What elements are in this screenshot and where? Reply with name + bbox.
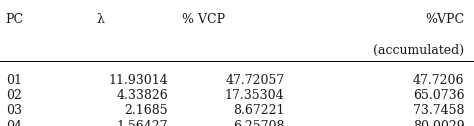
Text: 02: 02 xyxy=(6,89,21,102)
Text: 04: 04 xyxy=(6,120,22,126)
Text: PC: PC xyxy=(6,13,24,26)
Text: λ: λ xyxy=(96,13,104,26)
Text: 11.93014: 11.93014 xyxy=(109,73,168,87)
Text: (accumulated): (accumulated) xyxy=(374,44,465,57)
Text: 8.67221: 8.67221 xyxy=(233,104,284,117)
Text: 03: 03 xyxy=(6,104,22,117)
Text: 01: 01 xyxy=(6,73,22,87)
Text: 47.7206: 47.7206 xyxy=(413,73,465,87)
Text: 2.1685: 2.1685 xyxy=(125,104,168,117)
Text: %VPC: %VPC xyxy=(425,13,465,26)
Text: 17.35304: 17.35304 xyxy=(225,89,284,102)
Text: 4.33826: 4.33826 xyxy=(117,89,168,102)
Text: 1.56427: 1.56427 xyxy=(117,120,168,126)
Text: 65.0736: 65.0736 xyxy=(413,89,465,102)
Text: 6.25708: 6.25708 xyxy=(233,120,284,126)
Text: 47.72057: 47.72057 xyxy=(225,73,284,87)
Text: % VCP: % VCP xyxy=(182,13,225,26)
Text: 80.0029: 80.0029 xyxy=(413,120,465,126)
Text: 73.7458: 73.7458 xyxy=(413,104,465,117)
